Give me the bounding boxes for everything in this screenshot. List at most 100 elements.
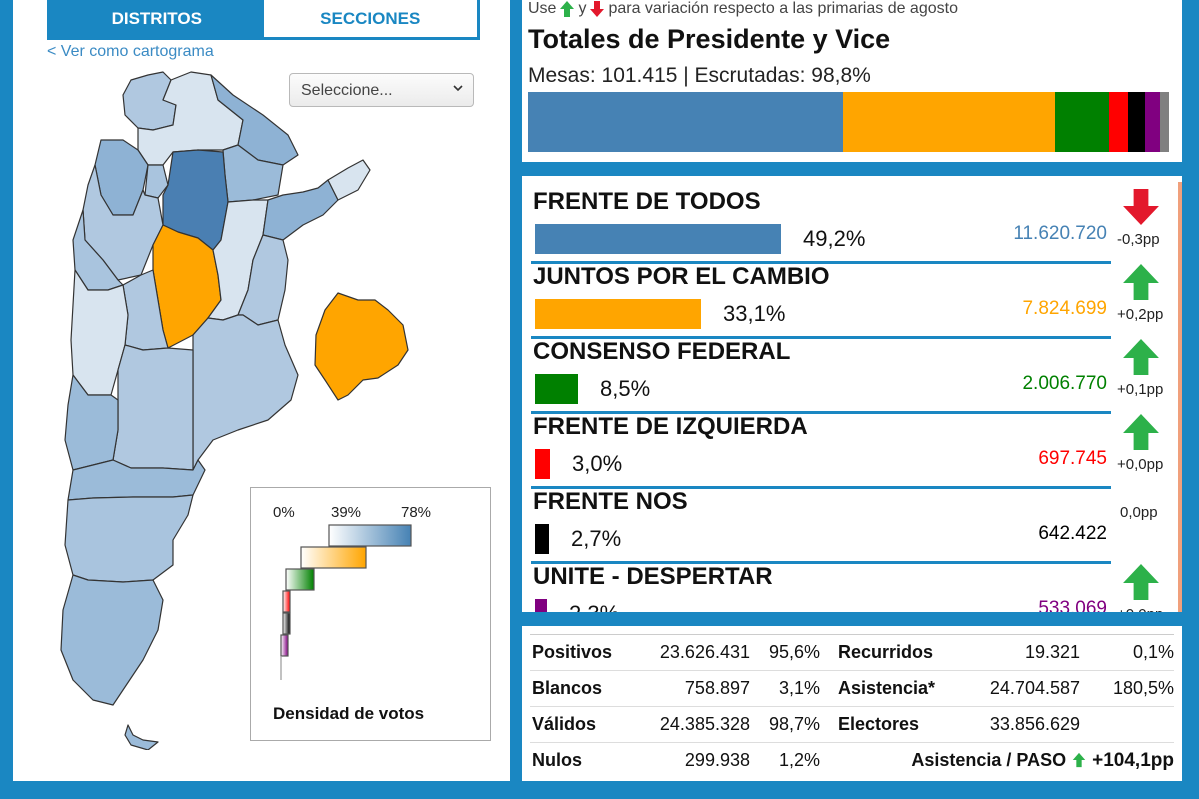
stats-table: Positivos 23.626.431 95,6% Recurridos 19…: [530, 634, 1174, 779]
vote-statistics: Positivos 23.626.431 95,6% Recurridos 19…: [522, 626, 1182, 781]
legend-bar-consenso: [285, 568, 315, 591]
party-delta: 0,0pp: [1120, 504, 1158, 521]
row-divider: [531, 336, 1111, 339]
party-bar: [535, 524, 549, 554]
stack-segment-3: [1055, 92, 1109, 152]
stacked-results-bar: [528, 92, 1169, 152]
arrow-hint: Use y para variación respecto a las prim…: [528, 0, 958, 18]
party-row[interactable]: JUNTOS POR EL CAMBIO 33,1% 7.824.699 +0,2pp: [522, 255, 1177, 339]
party-bar: [535, 374, 578, 404]
party-votes: 11.620.720: [1013, 223, 1107, 244]
row-divider: [531, 261, 1111, 264]
party-row[interactable]: FRENTE DE IZQUIERDA 3,0% 697.745 +0,0pp: [522, 405, 1177, 489]
legend-title: Densidad de votos: [273, 704, 425, 723]
party-votes: 697.745: [1038, 448, 1107, 469]
stat-pct-validos: 98,7%: [750, 706, 820, 743]
stack-segment-6: [1145, 92, 1160, 152]
stat-value-recurridos: 19.321: [970, 634, 1080, 671]
party-bar: [535, 449, 550, 479]
party-bar: [535, 224, 781, 254]
stat-label-recurridos: Recurridos: [820, 634, 970, 671]
stack-segment-4: [1109, 92, 1128, 152]
party-percentage: 2,3%: [569, 601, 619, 612]
stat-label-nulos: Nulos: [530, 742, 630, 779]
stat-pct-blancos: 3,1%: [750, 670, 820, 707]
stack-segment-5: [1128, 92, 1145, 152]
left-panel: DISTRITOS SECCIONES < Ver como cartogram…: [13, 0, 510, 781]
party-votes: 7.824.699: [1022, 298, 1107, 319]
table-row: Nulos 299.938 1,2% Asistencia / PASO +10…: [530, 742, 1174, 779]
party-votes: 533.069: [1038, 598, 1107, 612]
province-chubut[interactable]: [64, 494, 194, 583]
party-name: FRENTE DE TODOS: [533, 188, 761, 215]
cartogram-link[interactable]: < Ver como cartograma: [47, 43, 214, 60]
stat-label-asistencia: Asistencia*: [820, 670, 970, 707]
stat-pct-asistencia: 180,5%: [1080, 670, 1174, 707]
stat-label-positivos: Positivos: [530, 634, 630, 671]
stat-pct-recurridos: 0,1%: [1080, 634, 1174, 671]
district-caba[interactable]: [314, 292, 409, 401]
province-misiones[interactable]: [327, 159, 371, 201]
legend-bar-izquierda: [282, 590, 291, 613]
stat-label-blancos: Blancos: [530, 670, 630, 707]
party-votes: 642.422: [1038, 523, 1107, 544]
asistencia-paso-label: Asistencia / PASO: [911, 749, 1067, 770]
arrow-up-icon: [560, 1, 575, 17]
party-percentage: 49,2%: [803, 226, 866, 251]
party-percentage: 8,5%: [600, 376, 651, 401]
province-la-pampa[interactable]: [112, 344, 194, 471]
tab-secciones[interactable]: SECCIONES: [263, 0, 477, 37]
party-row[interactable]: FRENTE NOS 2,7% 642.422 0,0pp: [522, 480, 1177, 564]
stat-label-electores: Electores: [820, 706, 970, 743]
table-row: Blancos 758.897 3,1% Asistencia* 24.704.…: [530, 670, 1174, 707]
party-results-list: FRENTE DE TODOS 49,2% 11.620.720 -0,3pp JUNT…: [522, 176, 1182, 612]
party-bar: [535, 599, 547, 612]
stat-value-nulos: 299.938: [630, 742, 750, 779]
district-select-value: Seleccione...: [301, 82, 393, 99]
party-name: UNITE - DESPERTAR: [533, 563, 773, 590]
legend-tick-78: 78%: [401, 504, 432, 521]
arrow-down-icon: [1123, 189, 1159, 225]
hint-post: para variación respecto a las primarias …: [608, 0, 958, 17]
legend-bar-juntos: [300, 546, 367, 569]
stack-segment-others: [1160, 92, 1169, 152]
stat-value-electores: 33.856.629: [970, 706, 1080, 743]
province-tucuman[interactable]: [144, 164, 169, 199]
district-select[interactable]: Seleccione...: [289, 73, 474, 107]
party-delta: -0,3pp: [1117, 231, 1160, 248]
empty-cell: [1080, 706, 1174, 743]
hint-pre: Use: [528, 0, 557, 17]
mesas-summary: Mesas: 101.415 | Escrutadas: 98,8%: [528, 64, 871, 87]
party-row[interactable]: CONSENSO FEDERAL 8,5% 2.006.770 +0,1pp: [522, 330, 1177, 414]
province-tierra-del-fuego[interactable]: [124, 724, 159, 750]
tab-distritos[interactable]: DISTRITOS: [50, 0, 264, 37]
arrow-up-icon: [1123, 564, 1159, 600]
province-santa-cruz[interactable]: [60, 574, 164, 706]
asistencia-paso-value: +104,1pp: [1092, 749, 1174, 771]
province-buenos-aires[interactable]: [192, 314, 299, 471]
arrow-up-icon: [1123, 264, 1159, 300]
party-row[interactable]: UNITE - DESPERTAR 2,3% 533.069 +0,0pp: [522, 555, 1177, 612]
party-delta: +0,0pp: [1117, 606, 1163, 612]
table-row: Positivos 23.626.431 95,6% Recurridos 19…: [530, 634, 1174, 671]
results-scrollbar[interactable]: [1178, 182, 1182, 612]
stat-value-validos: 24.385.328: [630, 706, 750, 743]
party-row[interactable]: FRENTE DE TODOS 49,2% 11.620.720 -0,3pp: [522, 180, 1177, 264]
density-legend: 0% 39% 78% Densidad de votos: [250, 487, 491, 741]
arrow-up-icon: [1072, 752, 1086, 767]
legend-bar-unite: [280, 634, 289, 657]
legend-bar-frente-de-todos: [328, 524, 412, 547]
party-name: CONSENSO FEDERAL: [533, 338, 791, 365]
party-percentage: 2,7%: [571, 526, 622, 551]
row-divider: [531, 411, 1111, 414]
party-delta: +0,0pp: [1117, 456, 1164, 473]
view-tabs: DISTRITOS SECCIONES: [47, 0, 480, 40]
arrow-down-icon: [590, 1, 605, 17]
right-panel: Use y para variación respecto a las prim…: [522, 0, 1182, 781]
legend-density-bars: [280, 524, 412, 680]
party-percentage: 3,0%: [572, 451, 623, 476]
asistencia-paso: Asistencia / PASO +104,1pp: [820, 742, 1174, 779]
row-divider: [531, 561, 1111, 564]
party-name: JUNTOS POR EL CAMBIO: [533, 263, 830, 290]
hint-mid: y: [578, 0, 587, 17]
